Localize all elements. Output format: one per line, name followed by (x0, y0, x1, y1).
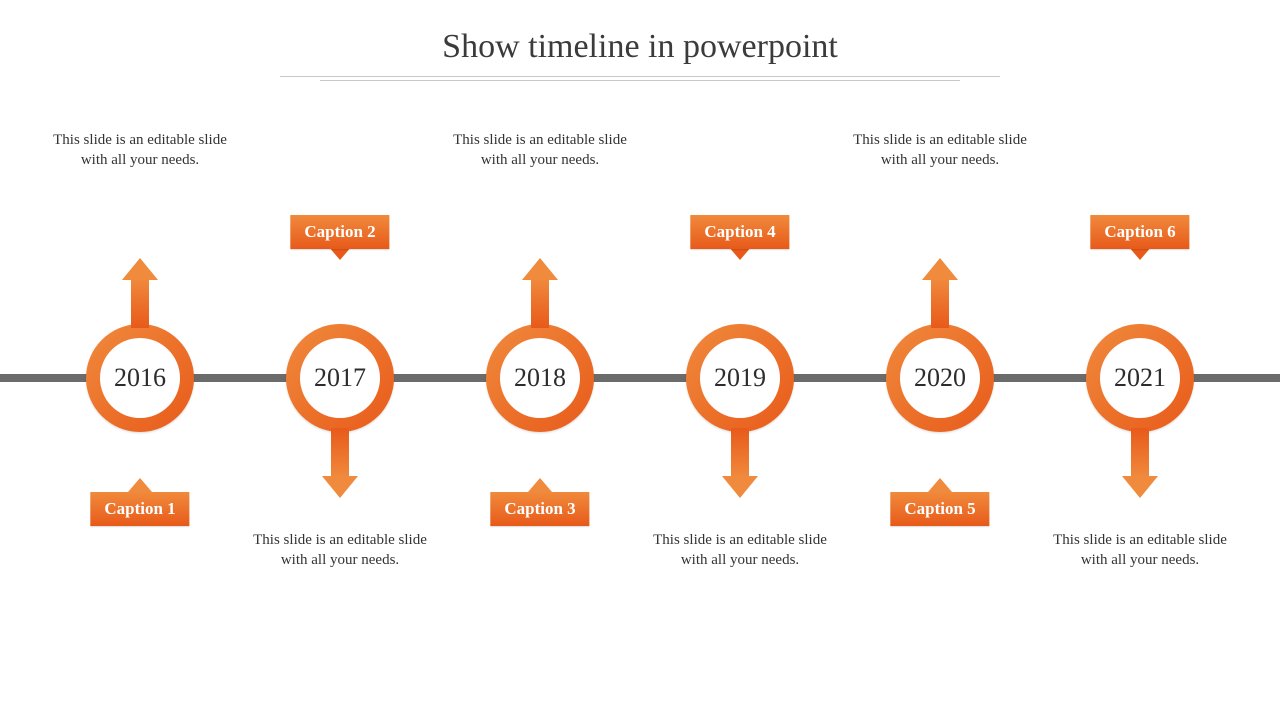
caption-pointer-icon (128, 478, 152, 492)
year-label: 2021 (1114, 363, 1166, 393)
caption-badge: Caption 5 (890, 492, 989, 526)
arrow-head-down-icon (722, 476, 758, 498)
timeline-node-2019: 2019 Caption 4 This slide is an editable s… (640, 0, 840, 720)
year-label: 2016 (114, 363, 166, 393)
arrow-head-up-icon (122, 258, 158, 280)
description-text: This slide is an editable slide with all… (50, 130, 230, 171)
year-ring: 2021 (1086, 324, 1194, 432)
description-text: This slide is an editable slide with all… (850, 130, 1030, 171)
caption-badge: Caption 2 (290, 215, 389, 249)
arrow-up-icon (131, 278, 149, 328)
year-ring: 2016 (86, 324, 194, 432)
arrow-up-icon (931, 278, 949, 328)
ring-circle: 2017 (286, 324, 394, 432)
arrow-head-down-icon (1122, 476, 1158, 498)
description-text: This slide is an editable slide with all… (650, 530, 830, 571)
description-text: This slide is an editable slide with all… (1050, 530, 1230, 571)
year-label: 2017 (314, 363, 366, 393)
year-ring: 2018 (486, 324, 594, 432)
description-text: This slide is an editable slide with all… (450, 130, 630, 171)
ring-circle: 2021 (1086, 324, 1194, 432)
arrow-down-icon (1131, 428, 1149, 478)
ring-circle: 2016 (86, 324, 194, 432)
arrow-head-down-icon (322, 476, 358, 498)
ring-circle: 2019 (686, 324, 794, 432)
timeline-node-2016: 2016 Caption 1 This slide is an editable s… (40, 0, 240, 720)
timeline-node-2020: 2020 Caption 5 This slide is an editable s… (840, 0, 1040, 720)
year-label: 2018 (514, 363, 566, 393)
year-label: 2019 (714, 363, 766, 393)
year-label: 2020 (914, 363, 966, 393)
year-ring: 2017 (286, 324, 394, 432)
arrow-head-up-icon (922, 258, 958, 280)
arrow-head-up-icon (522, 258, 558, 280)
ring-circle: 2020 (886, 324, 994, 432)
description-text: This slide is an editable slide with all… (250, 530, 430, 571)
caption-badge: Caption 1 (90, 492, 189, 526)
year-ring: 2020 (886, 324, 994, 432)
arrow-up-icon (531, 278, 549, 328)
timeline-node-2017: 2017 Caption 2 This slide is an editable s… (240, 0, 440, 720)
timeline-node-2018: 2018 Caption 3 This slide is an editable s… (440, 0, 640, 720)
arrow-down-icon (731, 428, 749, 478)
ring-circle: 2018 (486, 324, 594, 432)
caption-badge: Caption 3 (490, 492, 589, 526)
caption-badge: Caption 6 (1090, 215, 1189, 249)
caption-pointer-icon (928, 478, 952, 492)
caption-pointer-icon (528, 478, 552, 492)
arrow-down-icon (331, 428, 349, 478)
year-ring: 2019 (686, 324, 794, 432)
timeline-node-2021: 2021 Caption 6 This slide is an editable s… (1040, 0, 1240, 720)
caption-badge: Caption 4 (690, 215, 789, 249)
